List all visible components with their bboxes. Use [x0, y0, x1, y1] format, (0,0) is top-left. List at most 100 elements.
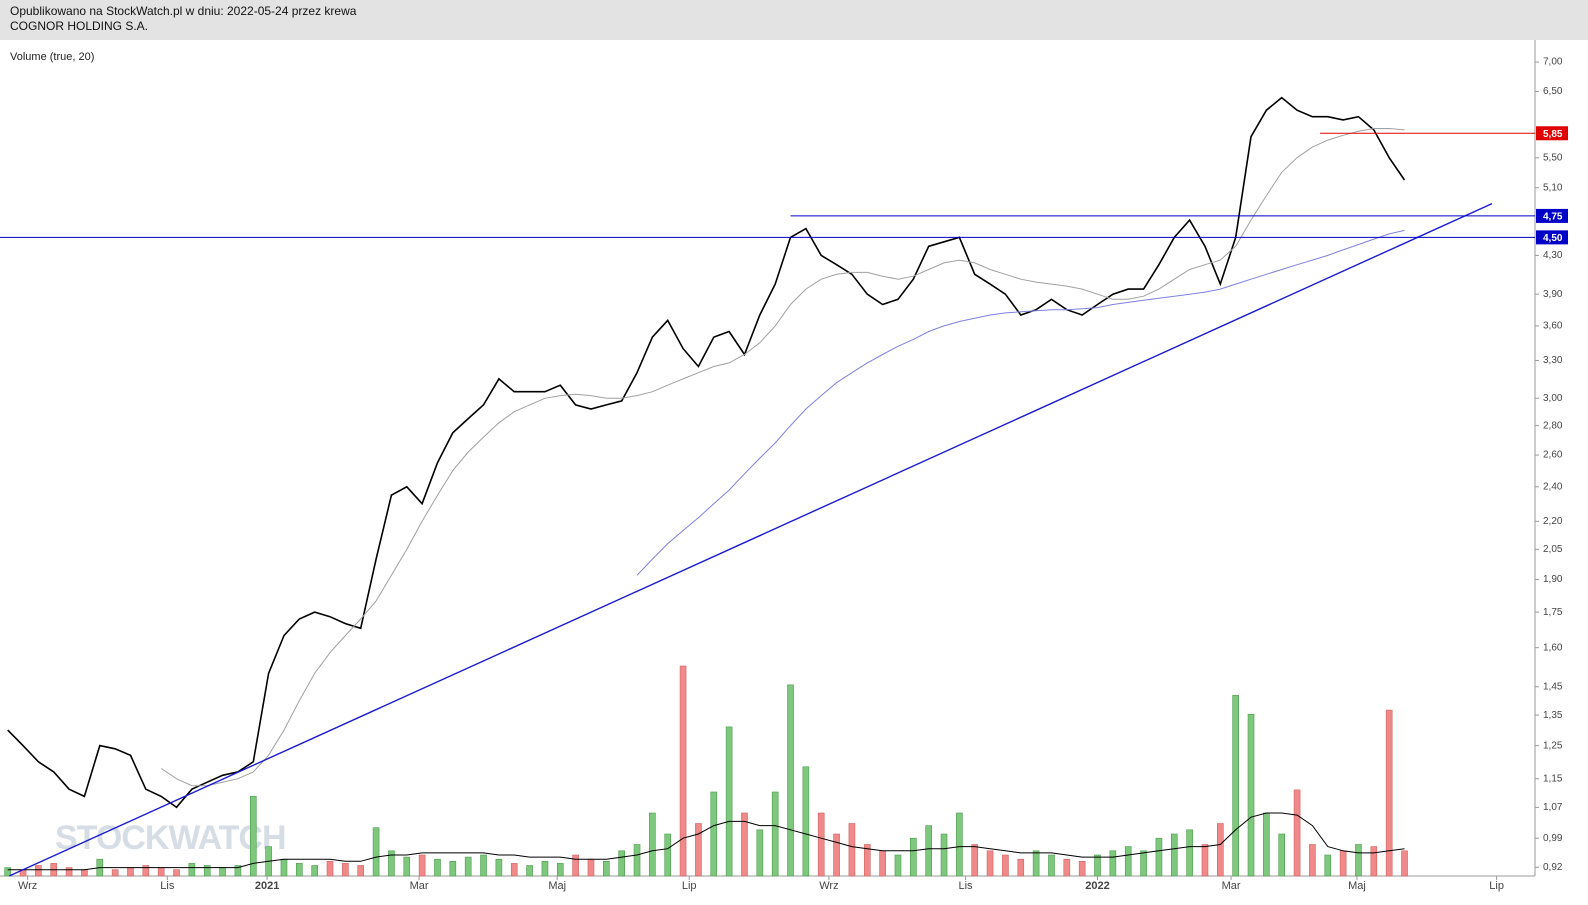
volume-bar [1201, 844, 1209, 877]
volume-bar [603, 860, 610, 877]
volume-bar [649, 812, 656, 877]
volume-bar [1094, 854, 1101, 877]
price-line [7, 96, 1406, 809]
volume-bar [1309, 844, 1316, 877]
volume-bar [833, 833, 840, 877]
volume-bar [157, 867, 165, 877]
volume-bar [1109, 850, 1117, 877]
volume-bar [1401, 850, 1408, 877]
volume-bar [388, 850, 395, 877]
volume-bar [1247, 713, 1255, 877]
y-tick-label: 1,25 [1543, 740, 1563, 751]
volume-bar [756, 829, 764, 877]
volume-bar [1293, 789, 1301, 877]
volume-bar [111, 869, 119, 877]
volume-bar [1155, 837, 1163, 877]
volume-bar [418, 854, 426, 877]
volume-bar [219, 867, 226, 877]
volume-bar [296, 863, 303, 877]
level-label: 4,50 [1543, 233, 1563, 244]
volume-bar [311, 865, 318, 877]
indicator-label: Volume (true, 20) [10, 51, 94, 63]
volume-bar [495, 858, 503, 877]
volume-bar [372, 827, 380, 877]
level-flag [1536, 126, 1568, 141]
y-tick-label: 5,10 [1543, 182, 1563, 193]
y-tick-label: 6,50 [1543, 86, 1563, 97]
volume-bar [1263, 812, 1270, 877]
volume-bar [464, 856, 472, 877]
volume-bar [1048, 854, 1055, 877]
y-tick-label: 2,80 [1543, 420, 1563, 431]
y-tick-label: 1,60 [1543, 642, 1563, 653]
volume-bar [1140, 850, 1147, 877]
volume-bar [1232, 695, 1239, 877]
x-tick-label: Wrz [18, 880, 37, 892]
y-tick-label: 1,07 [1543, 802, 1563, 813]
volume-bar [771, 791, 779, 877]
y-tick-label: 2,05 [1543, 544, 1563, 555]
volume-bar [971, 844, 979, 877]
y-tick-label: 3,90 [1543, 289, 1563, 300]
volume-bar [925, 825, 932, 877]
x-tick-label: Maj [548, 880, 566, 892]
volume-bar [142, 865, 150, 877]
level-flag [1536, 230, 1568, 245]
level-label: 4,75 [1543, 212, 1563, 223]
volume-bar [986, 850, 994, 877]
x-tick-label: Lis [160, 880, 175, 892]
volume-bar [664, 833, 672, 877]
y-tick-label: 2,60 [1543, 450, 1563, 461]
volume-bar [326, 860, 334, 877]
chart-title: Opublikowano na StockWatch.pl w dniu: 20… [10, 4, 357, 18]
volume-bar [1063, 858, 1071, 877]
series-line [160, 128, 1405, 787]
volume-bar [879, 850, 886, 877]
volume-bar [357, 865, 365, 877]
volume-bar [1186, 829, 1193, 877]
x-tick-label: 2022 [1085, 880, 1109, 892]
volume-bar [403, 856, 411, 877]
volume-bar [910, 837, 917, 877]
volume-bar [81, 869, 88, 877]
x-tick-label: Wrz [819, 880, 838, 892]
volume-bar [863, 844, 871, 877]
volume-bar [1032, 850, 1040, 877]
series-line [7, 812, 1405, 871]
y-tick-label: 4,30 [1543, 250, 1563, 261]
volume-bar [249, 795, 257, 877]
volume-bar [725, 726, 733, 877]
volume-bar [618, 850, 625, 877]
y-tick-label: 0,99 [1543, 833, 1563, 844]
volume-bar [894, 854, 902, 877]
volume-bar [203, 865, 211, 877]
y-tick-label: 1,35 [1543, 710, 1563, 721]
y-tick-label: 2,40 [1543, 481, 1563, 492]
volume-bar [65, 867, 73, 877]
volume-bar [1370, 846, 1378, 877]
chart-subtitle: COGNOR HOLDING S.A. [10, 19, 148, 33]
volume-bar [741, 812, 748, 877]
volume-bar [449, 860, 457, 877]
volume-bar [572, 854, 579, 877]
y-tick-label: 1,15 [1543, 773, 1563, 784]
x-tick-label: Mar [1222, 880, 1241, 892]
header-band [0, 0, 1588, 40]
trendline [8, 202, 1493, 877]
y-tick-label: 5,50 [1543, 152, 1563, 163]
volume-bar [1124, 846, 1132, 877]
volume-bar [4, 867, 11, 877]
y-tick-label: 3,60 [1543, 321, 1563, 332]
volume-bar [188, 863, 196, 877]
volume-bar [1170, 833, 1178, 877]
volume-bar [434, 858, 441, 877]
level-label: 5,85 [1543, 129, 1563, 140]
volume-bar [1278, 833, 1286, 877]
volume-bar [342, 863, 349, 877]
volume-bar [541, 860, 549, 877]
volume-bar [35, 865, 42, 877]
y-tick-label: 1,75 [1543, 607, 1563, 618]
volume-bar [710, 791, 718, 877]
volume-bar [526, 865, 533, 877]
